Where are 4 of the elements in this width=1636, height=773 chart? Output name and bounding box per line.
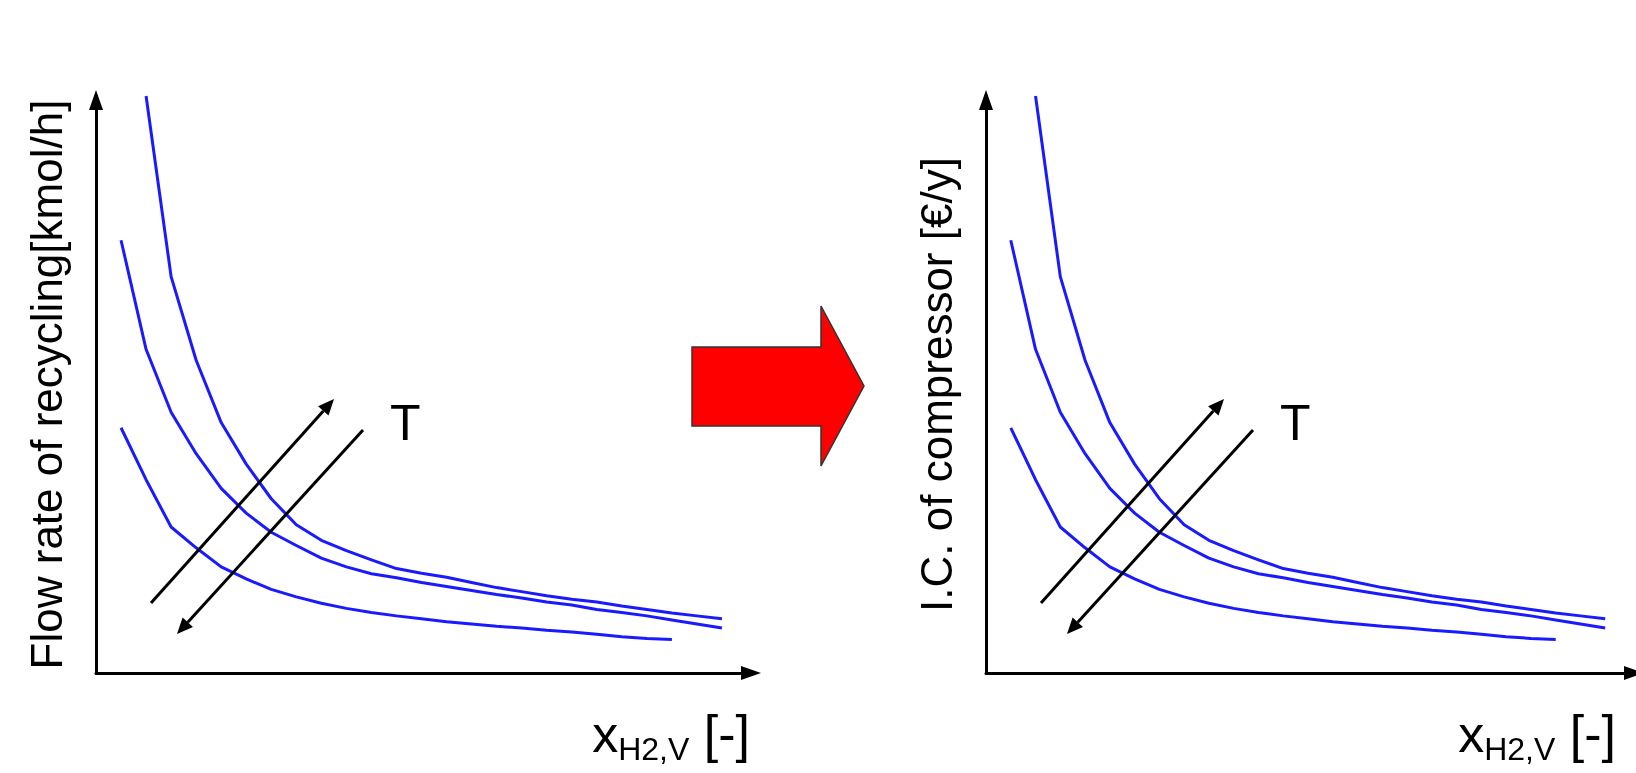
annotation: T bbox=[390, 395, 421, 451]
annotation: T bbox=[1280, 395, 1311, 451]
y-axis-title: Flow rate of recycling[kmol/h] bbox=[21, 99, 71, 670]
y-axis-title: I.C. of compressor [€/y] bbox=[911, 157, 961, 612]
